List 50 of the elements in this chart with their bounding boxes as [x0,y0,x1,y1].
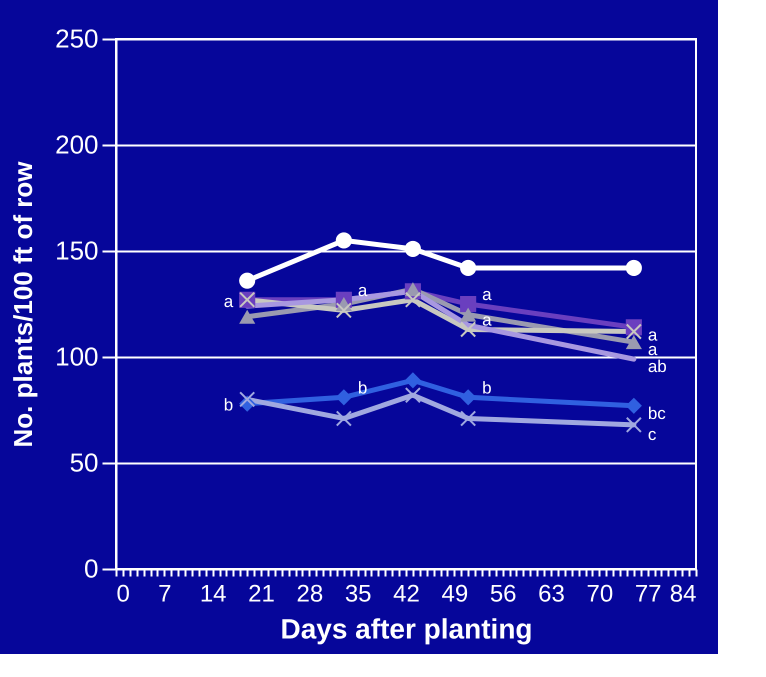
x-tick-label: 56 [490,580,517,608]
annotation: a [482,285,492,304]
x-tick-label: 77 [634,580,662,608]
annotation: a [358,280,368,300]
x-tick-label: 21 [248,580,275,608]
y-axis-title: No. plants/100 ft of row [8,160,38,448]
y-tick-label: 250 [55,24,98,54]
x-tick-label: 7 [158,580,172,608]
y-tick-label: 100 [55,342,98,372]
point [626,416,642,433]
y-tick-label: 150 [55,236,98,266]
point [239,272,256,289]
point [460,260,476,276]
point [626,335,642,350]
annotation: b [482,378,492,398]
point [404,240,421,257]
x-tick-label: 0 [116,580,130,608]
point [239,310,256,324]
annotation: ab [648,357,667,376]
x-axis-title: Days after planting [280,614,533,644]
point [626,323,642,340]
point [336,232,352,248]
x-tick-label: 49 [441,580,468,608]
point [239,391,256,408]
point [460,410,476,427]
annotation: b [358,378,368,398]
annotation: a [224,292,234,311]
x-tick-label: 63 [538,580,565,608]
x-tick-label: 42 [393,580,420,608]
x-tick-label: 35 [344,580,372,608]
x-tick-label: 84 [670,580,696,608]
annotation: c [648,424,657,444]
point [336,302,352,318]
y-tick-label: 200 [55,130,98,160]
point [404,372,421,388]
point [460,321,476,338]
point [336,410,352,427]
point [404,292,421,308]
point [404,387,421,404]
x-tick-label: 70 [586,580,614,608]
point [336,389,352,406]
point [460,308,476,322]
point [460,296,476,312]
annotation: b [224,396,234,415]
annotation: bc [648,404,666,423]
x-tick-label: 14 [200,580,227,608]
point [626,260,642,276]
x-tick-label: 28 [296,580,324,608]
y-tick-label: 0 [84,554,98,584]
y-tick-label: 50 [70,448,98,478]
